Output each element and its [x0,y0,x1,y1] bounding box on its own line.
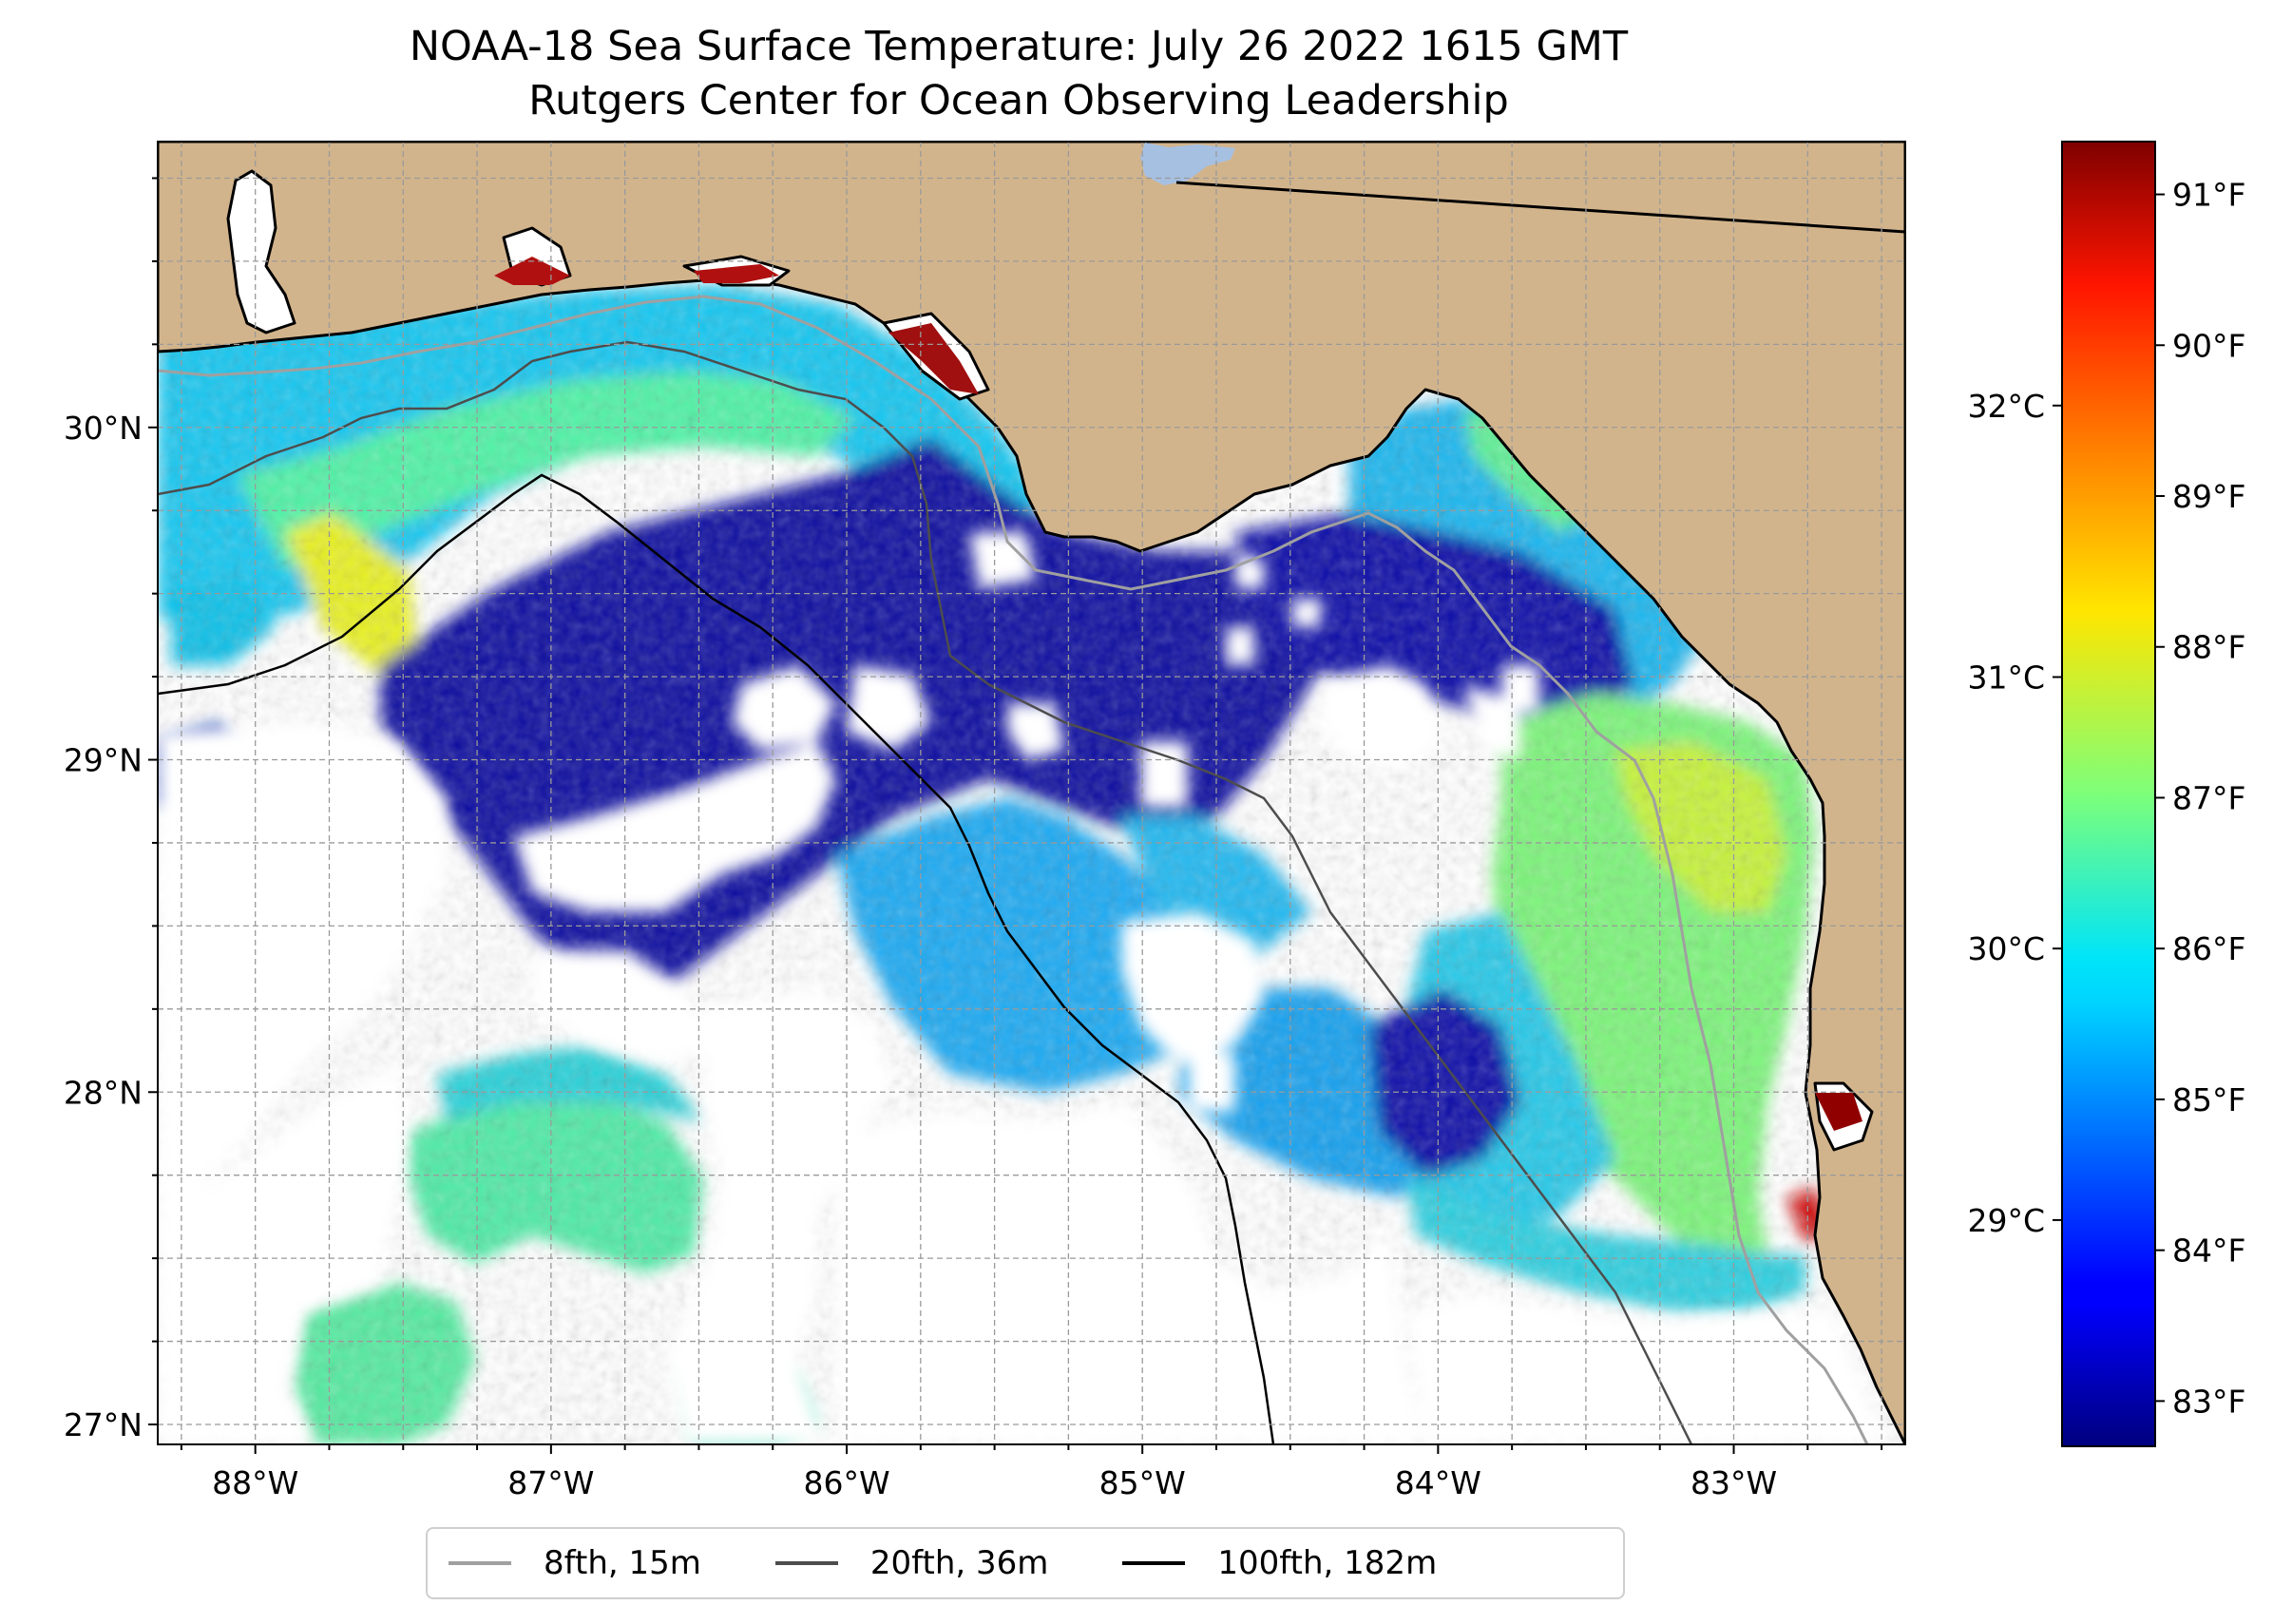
colorbar-f-label: 86°F [2172,930,2245,967]
colorbar-f-label: 85°F [2172,1081,2245,1118]
colorbar-f-label: 83°F [2172,1383,2245,1420]
legend-label-8fth: 8fth, 15m [544,1544,701,1582]
y-tick-label: 27°N [64,1406,143,1443]
legend-swatch-100fth [1122,1561,1186,1565]
colorbar: 83°F 84°F 85°F 86°F 87°F 88°F 89°F 90°F 91°F 29°C… [1967,141,2245,1447]
x-tick-label: 85°W [1099,1464,1186,1501]
isobath-8fth [158,295,1869,1444]
legend-entry-8fth: 8fth, 15m [449,1544,701,1582]
land-mobile-bay [226,169,296,334]
legend-entry-20fth: 20fth, 36m [774,1544,1049,1582]
coastal-hot-spots [494,257,1862,1131]
y-tick-label: 28°N [64,1074,143,1111]
state-border [1175,181,1905,234]
isobaths [158,295,1869,1444]
map-frame [157,141,1906,1445]
map-area [158,142,1905,1444]
colorbar-c-label: 31°C [1967,659,2045,696]
legend-swatch-20fth [774,1561,838,1565]
cloud-gaps [158,532,1891,1444]
legend-label-20fth: 20fth, 36m [869,1544,1049,1582]
legend-label-100fth: 100fth, 182m [1217,1544,1438,1582]
chart-subtitle: Rutgers Center for Ocean Observing Leade… [528,77,1509,124]
axis-ticks: 88°W 87°W 86°W 85°W 84°W 83°W 27°N 28°N 29°N 30°N [64,177,1883,1501]
chart-title: NOAA-18 Sea Surface Temperature: July 26… [410,23,1629,70]
land-gulf-coast [158,142,1905,1444]
y-tick-label: 29°N [64,742,143,779]
colorbar-c-label: 32°C [1967,388,2045,425]
colorbar-f-label: 88°F [2172,629,2245,666]
isobath-legend: 8fth, 15m 20fth, 36m 100fth, 182m [426,1527,1625,1599]
colorbar-f-label: 91°F [2172,177,2245,214]
legend-swatch-8fth [449,1561,511,1565]
colorbar-c-label: 30°C [1967,930,2045,967]
colorbar-c-label: 29°C [1967,1202,2045,1239]
colorbar-f-label: 89°F [2172,478,2245,515]
y-tick-label: 30°N [64,410,143,447]
colorbar-f-label: 90°F [2172,327,2245,364]
gridlines [158,142,1905,1444]
x-tick-label: 87°W [507,1464,594,1501]
colorbar-ticks: 83°F 84°F 85°F 86°F 87°F 88°F 89°F 90°F 91°F 29°C… [1967,177,2245,1421]
isobath-100fth [158,473,1275,1444]
x-tick-label: 86°W [803,1464,889,1501]
colorbar-frame [2061,141,2156,1447]
x-tick-label: 83°W [1690,1464,1777,1501]
colorbar-f-label: 87°F [2172,779,2245,816]
legend-entry-100fth: 100fth, 182m [1122,1544,1437,1582]
colorbar-f-label: 84°F [2172,1232,2245,1270]
x-tick-label: 84°W [1395,1464,1481,1501]
lake [1140,143,1235,185]
colorbar-gradient [2062,142,2155,1446]
isobath-20fth [158,340,1693,1444]
x-tick-label: 88°W [212,1464,298,1501]
